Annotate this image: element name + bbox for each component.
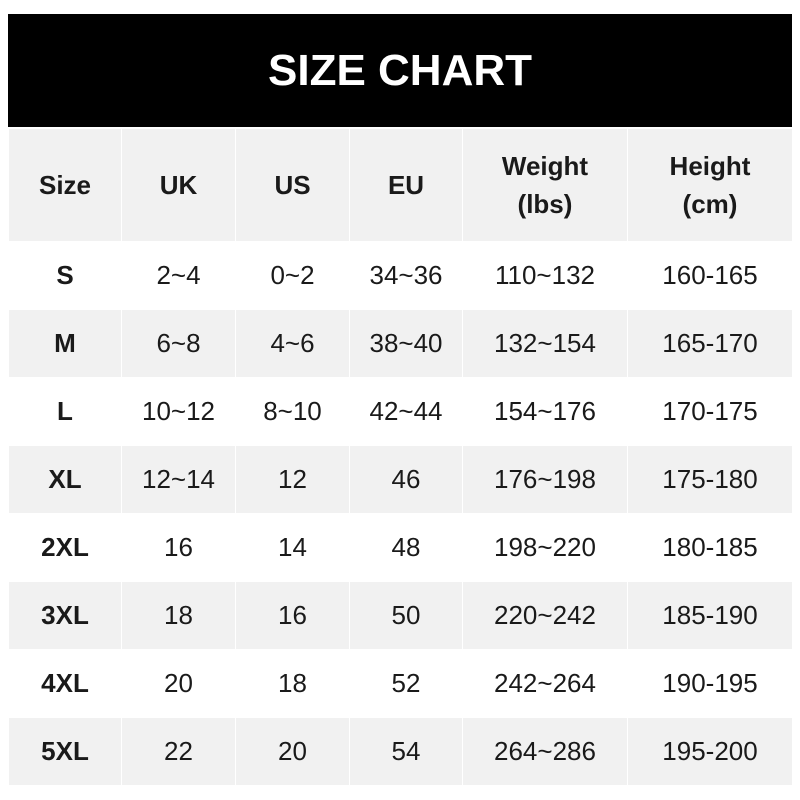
- table-row: M 6~8 4~6 38~40 132~154 165-170: [8, 309, 793, 378]
- page-title: SIZE CHART: [8, 14, 792, 127]
- table-row: 2XL 16 14 48 198~220 180-185: [8, 513, 793, 582]
- cell-eu: 42~44: [349, 377, 463, 446]
- table-row: S 2~4 0~2 34~36 110~132 160-165: [8, 241, 793, 310]
- cell-eu: 38~40: [349, 309, 463, 378]
- table-row: 5XL 22 20 54 264~286 195-200: [8, 717, 793, 786]
- cell-us: 16: [235, 581, 350, 650]
- cell-eu: 54: [349, 717, 463, 786]
- cell-uk: 12~14: [121, 445, 236, 514]
- table-row: 3XL 18 16 50 220~242 185-190: [8, 581, 793, 650]
- cell-us: 4~6: [235, 309, 350, 378]
- cell-us: 18: [235, 649, 350, 718]
- cell-height: 180-185: [627, 513, 793, 582]
- header-size: Size: [8, 128, 122, 242]
- cell-weight: 154~176: [462, 377, 628, 446]
- cell-weight: 242~264: [462, 649, 628, 718]
- cell-uk: 6~8: [121, 309, 236, 378]
- cell-uk: 10~12: [121, 377, 236, 446]
- cell-weight: 132~154: [462, 309, 628, 378]
- table-row: XL 12~14 12 46 176~198 175-180: [8, 445, 793, 514]
- cell-size: 3XL: [8, 581, 122, 650]
- cell-weight: 220~242: [462, 581, 628, 650]
- cell-size: XL: [8, 445, 122, 514]
- cell-size: 4XL: [8, 649, 122, 718]
- header-weight: Weight (lbs): [462, 128, 628, 242]
- cell-height: 195-200: [627, 717, 793, 786]
- cell-eu: 48: [349, 513, 463, 582]
- header-height: Height (cm): [627, 128, 793, 242]
- cell-height: 190-195: [627, 649, 793, 718]
- cell-height: 170-175: [627, 377, 793, 446]
- cell-uk: 18: [121, 581, 236, 650]
- table-row: 4XL 20 18 52 242~264 190-195: [8, 649, 793, 718]
- cell-eu: 46: [349, 445, 463, 514]
- cell-eu: 50: [349, 581, 463, 650]
- size-chart-table: Size UK US EU Weight (lbs) Height (cm) S 2~4 0~2…: [8, 128, 793, 786]
- cell-us: 20: [235, 717, 350, 786]
- cell-height: 165-170: [627, 309, 793, 378]
- cell-size: L: [8, 377, 122, 446]
- cell-eu: 34~36: [349, 241, 463, 310]
- cell-size: 5XL: [8, 717, 122, 786]
- cell-height: 185-190: [627, 581, 793, 650]
- header-row: Size UK US EU Weight (lbs) Height (cm): [8, 128, 793, 242]
- table-row: L 10~12 8~10 42~44 154~176 170-175: [8, 377, 793, 446]
- cell-uk: 16: [121, 513, 236, 582]
- header-uk: UK: [121, 128, 236, 242]
- cell-us: 8~10: [235, 377, 350, 446]
- cell-weight: 176~198: [462, 445, 628, 514]
- cell-us: 14: [235, 513, 350, 582]
- cell-eu: 52: [349, 649, 463, 718]
- cell-size: M: [8, 309, 122, 378]
- cell-us: 0~2: [235, 241, 350, 310]
- cell-height: 175-180: [627, 445, 793, 514]
- cell-uk: 2~4: [121, 241, 236, 310]
- cell-us: 12: [235, 445, 350, 514]
- cell-size: 2XL: [8, 513, 122, 582]
- header-eu: EU: [349, 128, 463, 242]
- cell-weight: 264~286: [462, 717, 628, 786]
- header-us: US: [235, 128, 350, 242]
- cell-uk: 22: [121, 717, 236, 786]
- cell-weight: 110~132: [462, 241, 628, 310]
- cell-size: S: [8, 241, 122, 310]
- cell-uk: 20: [121, 649, 236, 718]
- cell-height: 160-165: [627, 241, 793, 310]
- cell-weight: 198~220: [462, 513, 628, 582]
